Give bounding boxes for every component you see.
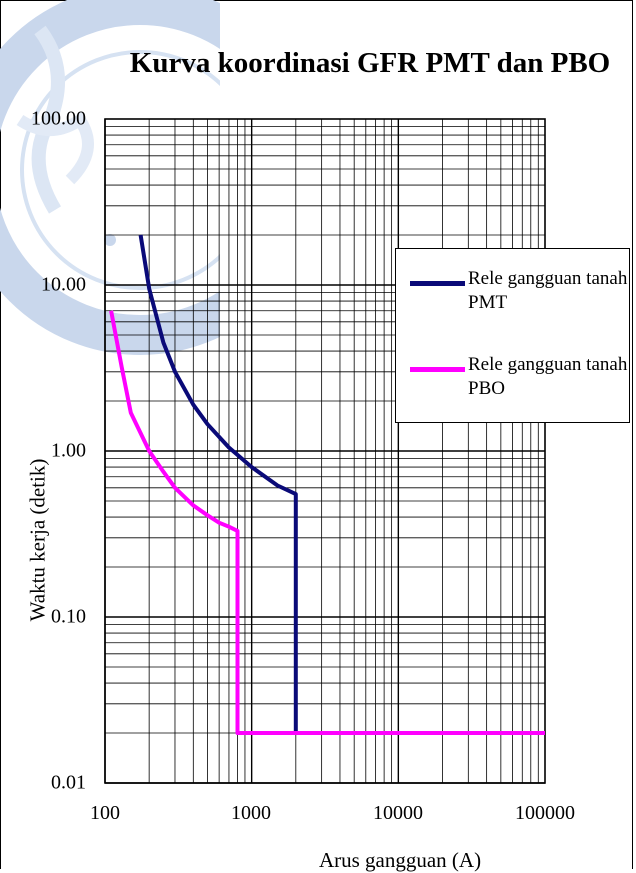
x-tick-label: 100 xyxy=(90,802,120,824)
series-line-pmt xyxy=(138,234,545,735)
y-tick-label: 10.00 xyxy=(41,273,86,296)
legend-label-pmt: Rele gangguan tanah PMT xyxy=(468,268,628,313)
legend-swatch-pmt xyxy=(410,281,465,286)
legend-item-pmt: Rele gangguan tanah PMT xyxy=(410,268,630,321)
y-axis-label: Waktu kerja (detik) xyxy=(25,458,50,622)
y-tick-label: 0.10 xyxy=(51,605,86,628)
y-tick-label: 100.00 xyxy=(31,107,86,130)
legend: Rele gangguan tanah PMT Rele gangguan ta… xyxy=(395,248,630,423)
series-line-pbo xyxy=(109,310,545,735)
x-tick-label: 1000 xyxy=(231,802,271,824)
y-tick-label: 1.00 xyxy=(51,439,86,462)
x-tick-label: 100000 xyxy=(515,802,575,824)
legend-label-pbo: Rele gangguan tanah PBO xyxy=(468,354,628,399)
x-tick-label: 10000 xyxy=(373,802,423,824)
legend-item-pbo: Rele gangguan tanah PBO xyxy=(410,354,630,407)
plot-border xyxy=(104,118,546,784)
y-tick-label: 0.01 xyxy=(51,771,86,794)
chart-title: Kurva koordinasi GFR PMT dan PBO xyxy=(129,47,611,79)
legend-swatch-pbo xyxy=(410,367,465,372)
x-axis-label: Arus gangguan (A) xyxy=(318,848,482,872)
